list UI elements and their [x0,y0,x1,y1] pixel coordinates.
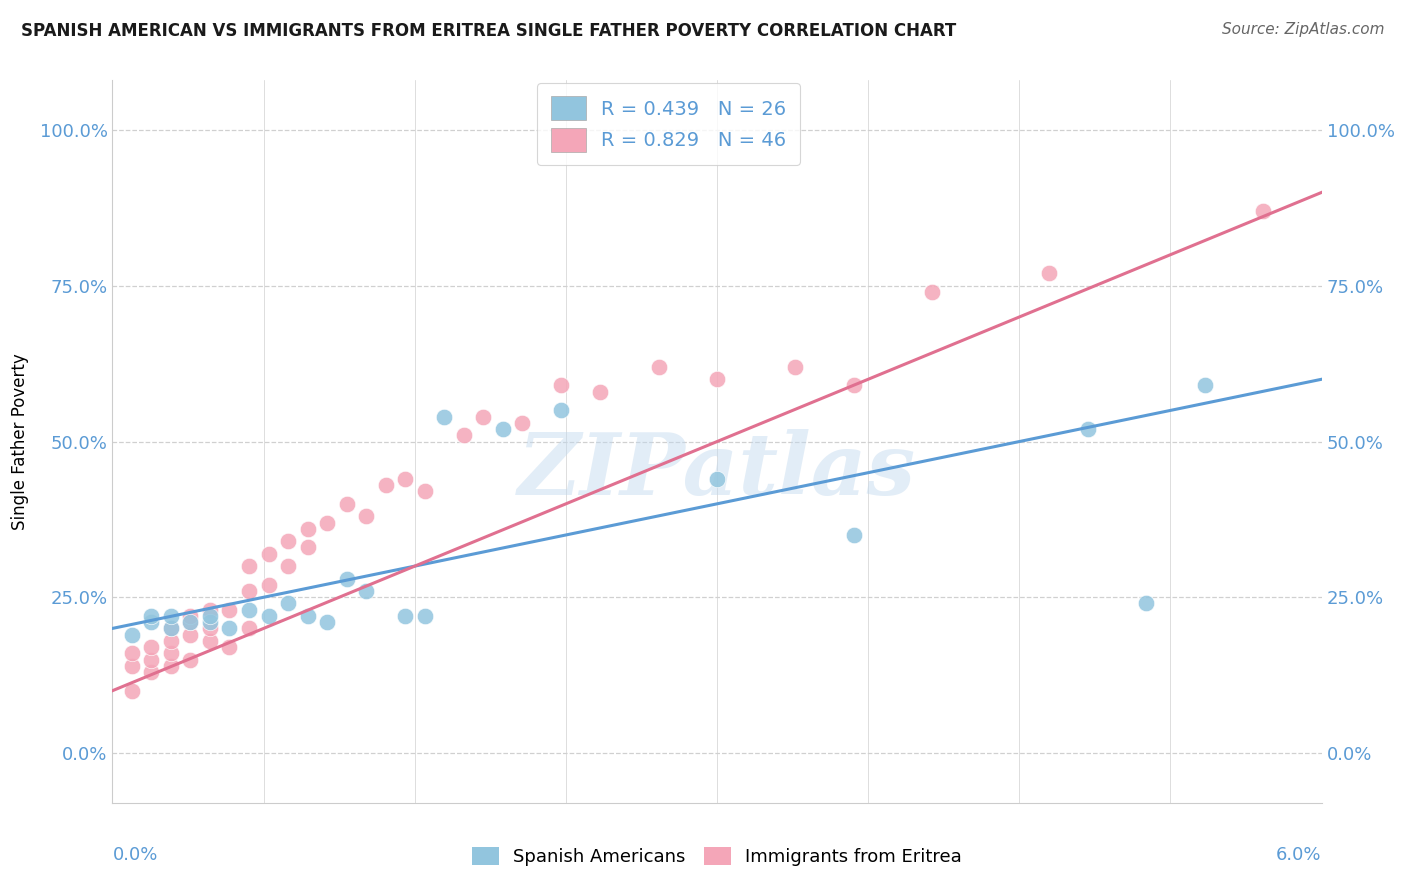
Text: SPANISH AMERICAN VS IMMIGRANTS FROM ERITREA SINGLE FATHER POVERTY CORRELATION CH: SPANISH AMERICAN VS IMMIGRANTS FROM ERIT… [21,22,956,40]
Point [238,603,260,617]
Point [297,522,319,536]
Text: ZIPatlas: ZIPatlas [517,429,917,512]
Point [491,422,513,436]
Point [783,359,806,374]
Point [354,509,377,524]
Point [179,652,201,666]
Point [179,627,201,641]
Point [335,497,357,511]
Point [277,534,299,549]
Point [238,559,260,574]
Point [121,683,143,698]
Point [121,658,143,673]
Point [1194,378,1216,392]
Point [394,472,416,486]
Point [179,615,201,630]
Point [141,665,163,679]
Point [277,559,299,574]
Point [374,478,396,492]
Point [413,609,436,624]
Point [160,658,183,673]
Point [218,621,240,635]
Y-axis label: Single Father Poverty: Single Father Poverty [10,353,28,530]
Point [335,572,357,586]
Point [160,646,183,660]
Point [316,615,339,630]
Text: Source: ZipAtlas.com: Source: ZipAtlas.com [1222,22,1385,37]
Point [121,646,143,660]
Point [277,597,299,611]
Point [121,627,143,641]
Point [257,547,280,561]
Point [198,603,221,617]
Point [218,640,240,654]
Point [257,578,280,592]
Point [141,609,163,624]
Point [1251,204,1274,219]
Point [141,615,163,630]
Point [842,528,865,542]
Point [141,640,163,654]
Text: 6.0%: 6.0% [1277,847,1322,864]
Point [433,409,456,424]
Text: 0.0%: 0.0% [112,847,157,864]
Point [589,384,612,399]
Point [354,584,377,599]
Point [706,472,728,486]
Point [179,609,201,624]
Point [198,633,221,648]
Point [842,378,865,392]
Point [1135,597,1157,611]
Point [453,428,475,442]
Point [921,285,943,299]
Point [238,584,260,599]
Point [218,603,240,617]
Point [316,516,339,530]
Point [198,615,221,630]
Point [198,609,221,624]
Point [706,372,728,386]
Point [257,609,280,624]
Point [198,621,221,635]
Point [1077,422,1099,436]
Point [394,609,416,624]
Point [160,621,183,635]
Point [510,416,533,430]
Point [472,409,495,424]
Point [160,633,183,648]
Point [647,359,669,374]
Point [179,615,201,630]
Point [238,621,260,635]
Point [160,609,183,624]
Point [160,621,183,635]
Legend: Spanish Americans, Immigrants from Eritrea: Spanish Americans, Immigrants from Eritr… [465,839,969,873]
Point [141,652,163,666]
Point [1038,266,1060,280]
Point [550,378,572,392]
Point [413,484,436,499]
Point [297,609,319,624]
Point [297,541,319,555]
Point [550,403,572,417]
